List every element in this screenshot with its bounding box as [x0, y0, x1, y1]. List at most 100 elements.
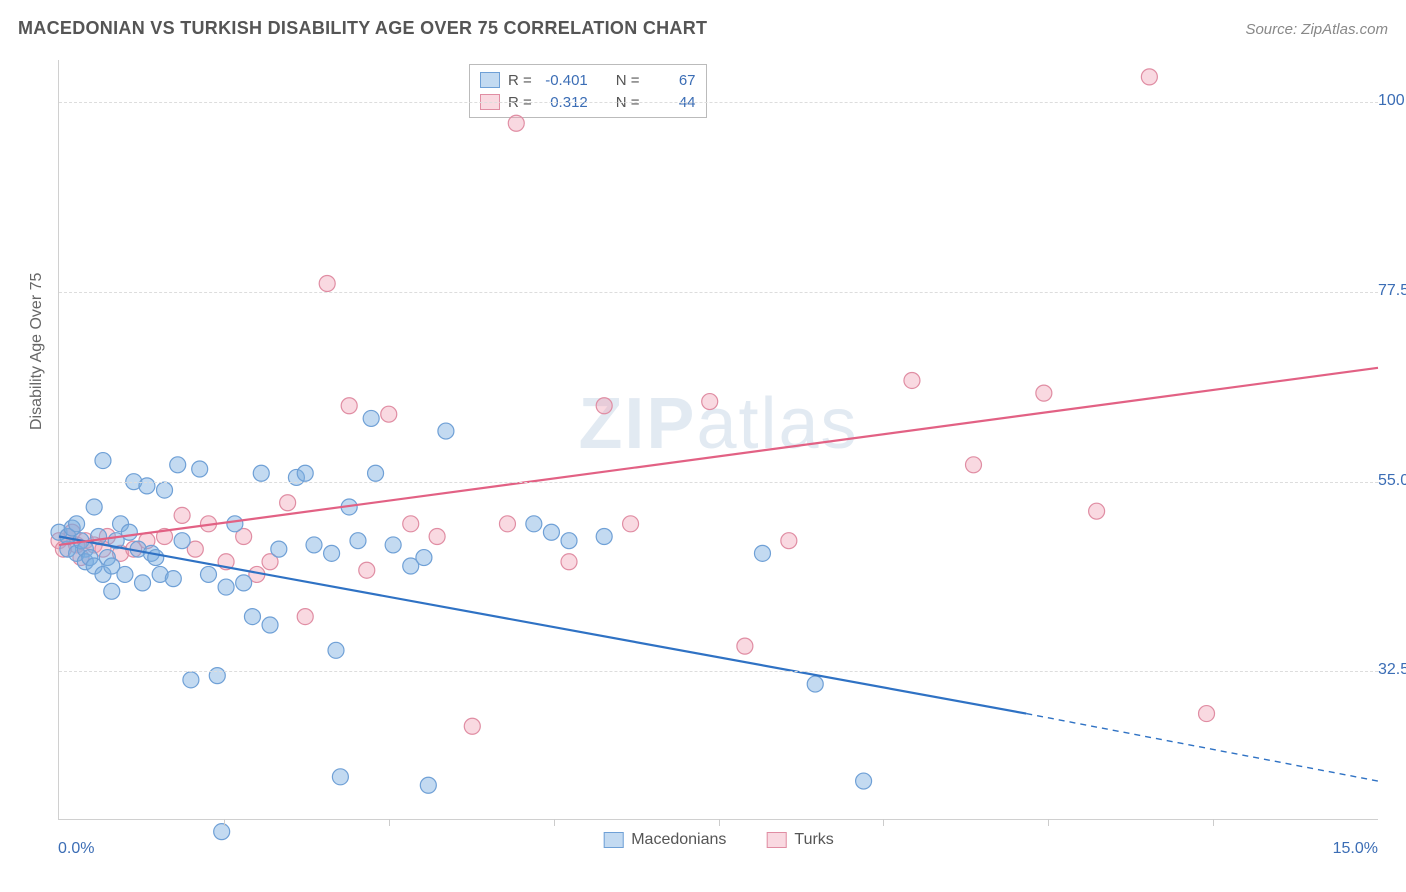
y-axis-label: Disability Age Over 75 [28, 273, 46, 430]
point-macedonians [86, 499, 102, 515]
y-tick-label: 100.0% [1372, 92, 1406, 110]
x-tick [719, 819, 720, 826]
point-macedonians [438, 423, 454, 439]
gridline [59, 292, 1378, 293]
point-macedonians [262, 617, 278, 633]
point-macedonians [543, 524, 559, 540]
point-turks [174, 507, 190, 523]
point-turks [737, 638, 753, 654]
point-macedonians [368, 465, 384, 481]
point-macedonians [183, 672, 199, 688]
chart-svg [59, 60, 1378, 819]
point-macedonians [165, 571, 181, 587]
point-turks [297, 609, 313, 625]
legend-label-b: Turks [794, 831, 833, 849]
point-turks [280, 495, 296, 511]
point-turks [429, 528, 445, 544]
point-turks [359, 562, 375, 578]
point-macedonians [306, 537, 322, 553]
point-turks [508, 115, 524, 131]
point-macedonians [170, 457, 186, 473]
point-macedonians [218, 579, 234, 595]
point-macedonians [104, 583, 120, 599]
point-macedonians [526, 516, 542, 532]
point-turks [499, 516, 515, 532]
x-tick [1048, 819, 1049, 826]
point-macedonians [69, 516, 85, 532]
x-tick [389, 819, 390, 826]
point-macedonians [135, 575, 151, 591]
point-macedonians [117, 566, 133, 582]
point-turks [1036, 385, 1052, 401]
point-macedonians [561, 533, 577, 549]
point-macedonians [95, 453, 111, 469]
point-turks [596, 398, 612, 414]
point-turks [319, 275, 335, 291]
point-macedonians [174, 533, 190, 549]
trendline-macedonians [59, 536, 1026, 713]
x-tick [224, 819, 225, 826]
point-macedonians [271, 541, 287, 557]
point-macedonians [209, 668, 225, 684]
point-macedonians [297, 465, 313, 481]
plot-area: ZIPatlas R = -0.401 N = 67 R = 0.312 N =… [58, 60, 1378, 820]
point-turks [403, 516, 419, 532]
gridline [59, 482, 1378, 483]
point-turks [1089, 503, 1105, 519]
point-turks [781, 533, 797, 549]
point-macedonians [807, 676, 823, 692]
point-macedonians [227, 516, 243, 532]
point-turks [1199, 706, 1215, 722]
point-macedonians [596, 528, 612, 544]
x-tick [1213, 819, 1214, 826]
point-turks [1141, 69, 1157, 85]
legend-item-b: Turks [766, 831, 833, 849]
swatch-b-icon [766, 832, 786, 848]
x-axis-max: 15.0% [1333, 840, 1378, 858]
point-macedonians [139, 478, 155, 494]
point-turks [623, 516, 639, 532]
point-macedonians [157, 482, 173, 498]
x-axis-min: 0.0% [58, 840, 94, 858]
x-tick [883, 819, 884, 826]
point-macedonians [416, 550, 432, 566]
bottom-legend: Macedonians Turks [603, 831, 834, 849]
point-turks [464, 718, 480, 734]
point-macedonians [148, 550, 164, 566]
point-turks [341, 398, 357, 414]
legend-item-a: Macedonians [603, 831, 726, 849]
point-turks [702, 394, 718, 410]
point-macedonians [121, 524, 137, 540]
point-turks [966, 457, 982, 473]
legend-label-a: Macedonians [631, 831, 726, 849]
gridline [59, 102, 1378, 103]
point-macedonians [200, 566, 216, 582]
point-turks [561, 554, 577, 570]
point-macedonians [363, 410, 379, 426]
y-tick-label: 55.0% [1372, 472, 1406, 490]
point-macedonians [332, 769, 348, 785]
y-tick-label: 77.5% [1372, 282, 1406, 300]
source-label: Source: ZipAtlas.com [1245, 21, 1388, 38]
trendline-macedonians-extrap [1026, 714, 1378, 781]
swatch-a-icon [603, 832, 623, 848]
gridline [59, 671, 1378, 672]
point-macedonians [214, 824, 230, 840]
point-macedonians [324, 545, 340, 561]
point-macedonians [385, 537, 401, 553]
chart-title: MACEDONIAN VS TURKISH DISABILITY AGE OVE… [18, 18, 707, 39]
point-macedonians [192, 461, 208, 477]
x-tick [554, 819, 555, 826]
y-tick-label: 32.5% [1372, 661, 1406, 679]
point-macedonians [253, 465, 269, 481]
trendline-turks [59, 368, 1378, 545]
point-turks [381, 406, 397, 422]
point-macedonians [350, 533, 366, 549]
point-macedonians [328, 642, 344, 658]
point-macedonians [754, 545, 770, 561]
point-turks [904, 372, 920, 388]
point-macedonians [420, 777, 436, 793]
point-macedonians [856, 773, 872, 789]
point-macedonians [236, 575, 252, 591]
point-macedonians [244, 609, 260, 625]
